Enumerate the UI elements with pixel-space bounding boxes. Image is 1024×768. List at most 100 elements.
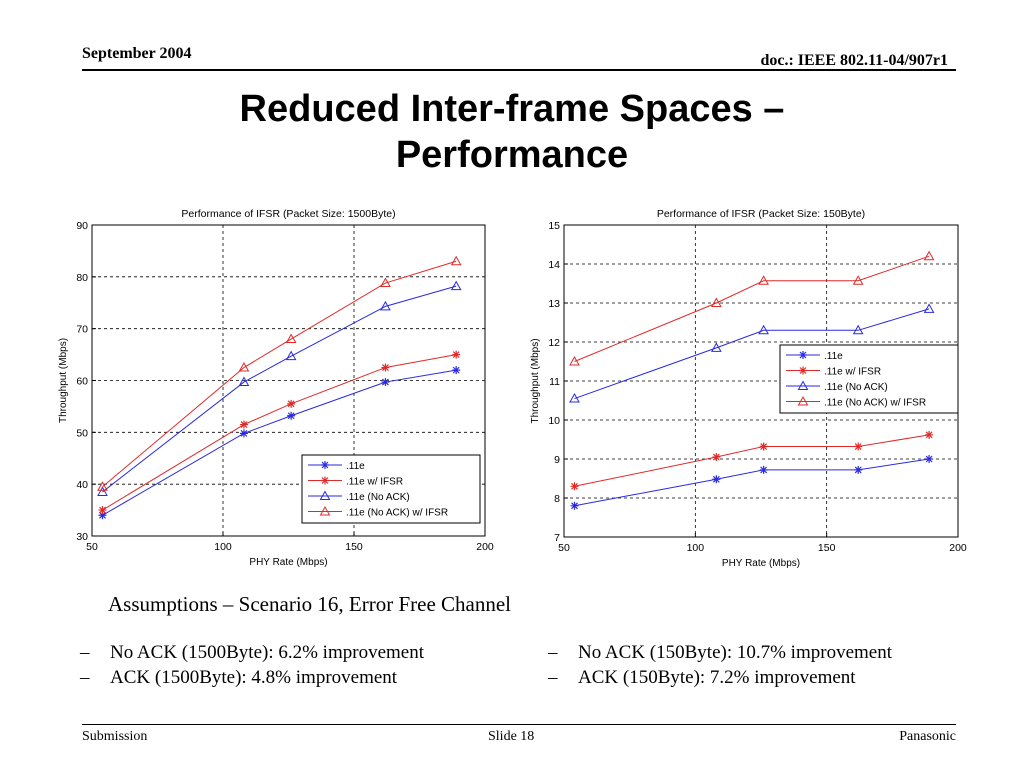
y-tick-label: 60 bbox=[76, 376, 88, 388]
series-group bbox=[98, 350, 461, 515]
y-tick-label: 14 bbox=[548, 259, 560, 271]
triangle-marker bbox=[797, 380, 809, 390]
triangle-marker bbox=[569, 355, 580, 366]
legend-label: .11e (No ACK) w/ IFSR bbox=[824, 398, 926, 409]
star-marker bbox=[854, 465, 863, 474]
triangle-marker bbox=[758, 275, 769, 285]
chart-legend: .11e .11e w/ IFSR .11e (No ACK) .11e (No AC… bbox=[301, 454, 481, 524]
legend-label: .11e (No ACK) w/ IFSR bbox=[346, 508, 448, 519]
star-marker bbox=[321, 476, 329, 485]
y-tick-label: 9 bbox=[554, 454, 560, 466]
legend-label: .11e w/ IFSR bbox=[346, 477, 403, 488]
star-marker bbox=[381, 363, 390, 372]
bullet-item: – No ACK (1500Byte): 6.2% improvement bbox=[80, 640, 424, 665]
triangle-marker bbox=[97, 486, 108, 496]
triangle-marker bbox=[569, 393, 580, 403]
x-tick-label: 50 bbox=[558, 542, 570, 554]
bullet-text: No ACK (1500Byte): 6.2% improvement bbox=[110, 642, 424, 663]
star-marker bbox=[799, 351, 807, 359]
triangle-marker bbox=[450, 255, 462, 266]
header-date: September 2004 bbox=[82, 45, 192, 62]
footer-divider bbox=[82, 724, 956, 725]
star-marker bbox=[712, 453, 721, 462]
bullet-item: – ACK (150Byte): 7.2% improvement bbox=[548, 665, 892, 690]
star-marker bbox=[799, 366, 807, 375]
chart-150byte: Performance of IFSR (Packet Size: 150Byt… bbox=[530, 208, 967, 569]
bullet-text: ACK (150Byte): 7.2% improvement bbox=[578, 667, 856, 688]
y-tick-label: 10 bbox=[548, 415, 560, 427]
y-tick-label: 8 bbox=[554, 493, 560, 505]
triangle-marker bbox=[758, 324, 769, 335]
star-marker bbox=[570, 501, 579, 510]
triangle-marker bbox=[852, 275, 864, 285]
x-tick-label: 50 bbox=[86, 541, 98, 553]
chart-title: Performance of IFSR (Packet Size: 1500By… bbox=[181, 208, 395, 220]
x-tick-label: 200 bbox=[476, 541, 494, 553]
star-marker bbox=[925, 430, 934, 439]
y-tick-label: 70 bbox=[76, 324, 88, 336]
assumptions-text: Assumptions – Scenario 16, Error Free Ch… bbox=[108, 592, 512, 616]
star-marker bbox=[570, 482, 579, 491]
star-marker bbox=[712, 475, 721, 484]
x-tick-label: 100 bbox=[687, 542, 705, 554]
star-marker bbox=[452, 366, 461, 375]
triangle-marker bbox=[710, 297, 722, 307]
legend-label: .11e w/ IFSR bbox=[824, 367, 881, 378]
x-axis-label: PHY Rate (Mbps) bbox=[249, 557, 327, 568]
bullet-item: – ACK (1500Byte): 4.8% improvement bbox=[80, 665, 424, 690]
footer-slide-number: Slide 18 bbox=[488, 729, 535, 744]
triangle-marker bbox=[923, 303, 935, 313]
header-doc-id: doc.: IEEE 802.11-04/907r1 bbox=[760, 52, 948, 69]
bullet-dash: – bbox=[548, 667, 558, 688]
x-tick-label: 150 bbox=[818, 542, 836, 554]
star-marker bbox=[854, 442, 863, 451]
bullet-list-right: – No ACK (150Byte): 10.7% improvement – AC… bbox=[548, 640, 892, 690]
y-tick-label: 12 bbox=[548, 337, 560, 349]
star-marker bbox=[381, 378, 390, 387]
slide-title-line1: Reduced Inter-frame Spaces – bbox=[239, 88, 785, 130]
series-line bbox=[574, 255, 930, 362]
triangle-marker bbox=[238, 376, 250, 387]
x-tick-label: 200 bbox=[949, 542, 967, 554]
star-marker bbox=[98, 511, 107, 520]
series-group bbox=[569, 250, 935, 366]
y-tick-label: 7 bbox=[554, 532, 560, 544]
series-line bbox=[102, 285, 457, 493]
x-axis-label: PHY Rate (Mbps) bbox=[722, 558, 800, 569]
legend-label: .11e (No ACK) bbox=[824, 382, 888, 393]
footer-company: Panasonic bbox=[899, 729, 956, 744]
series-group bbox=[98, 366, 461, 520]
bullet-text: No ACK (150Byte): 10.7% improvement bbox=[578, 642, 892, 663]
triangle-marker bbox=[238, 362, 250, 372]
series-group bbox=[570, 430, 934, 491]
legend-label: .11e (No ACK) bbox=[346, 492, 410, 503]
bullet-dash: – bbox=[548, 642, 558, 663]
star-marker bbox=[759, 465, 768, 474]
star-marker bbox=[287, 399, 296, 408]
legend-label: .11e bbox=[824, 351, 843, 362]
chart-title: Performance of IFSR (Packet Size: 150Byt… bbox=[657, 208, 865, 220]
triangle-marker bbox=[285, 333, 297, 344]
star-marker bbox=[239, 420, 248, 429]
y-axis-label: Throughput (Mbps) bbox=[58, 338, 69, 423]
y-tick-label: 80 bbox=[76, 272, 88, 284]
star-marker bbox=[239, 429, 248, 438]
slide-title: Reduced Inter-frame Spaces – Performance bbox=[0, 86, 1024, 178]
bullet-dash: – bbox=[80, 667, 90, 688]
footer-submission: Submission bbox=[82, 729, 148, 744]
triangle-marker bbox=[380, 277, 391, 288]
series-group bbox=[97, 280, 462, 496]
y-axis-label: Throughput (Mbps) bbox=[530, 338, 541, 423]
x-tick-label: 100 bbox=[214, 541, 232, 553]
bullet-text: ACK (1500Byte): 4.8% improvement bbox=[110, 667, 398, 688]
series-group bbox=[569, 303, 935, 403]
y-tick-label: 50 bbox=[76, 427, 88, 439]
bullet-item: – No ACK (150Byte): 10.7% improvement bbox=[548, 640, 892, 665]
star-marker bbox=[287, 411, 296, 420]
triangle-marker bbox=[923, 250, 935, 261]
triangle-marker bbox=[285, 350, 297, 361]
triangle-marker bbox=[797, 395, 809, 406]
y-tick-label: 40 bbox=[76, 479, 88, 491]
star-marker bbox=[925, 455, 934, 463]
y-tick-label: 11 bbox=[549, 376, 560, 388]
